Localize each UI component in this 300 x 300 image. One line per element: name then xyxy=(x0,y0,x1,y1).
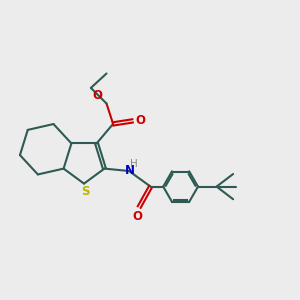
Text: O: O xyxy=(93,89,103,102)
Text: O: O xyxy=(136,114,146,128)
Text: S: S xyxy=(81,185,89,198)
Text: N: N xyxy=(124,164,135,177)
Text: H: H xyxy=(130,159,138,170)
Text: O: O xyxy=(133,210,143,223)
